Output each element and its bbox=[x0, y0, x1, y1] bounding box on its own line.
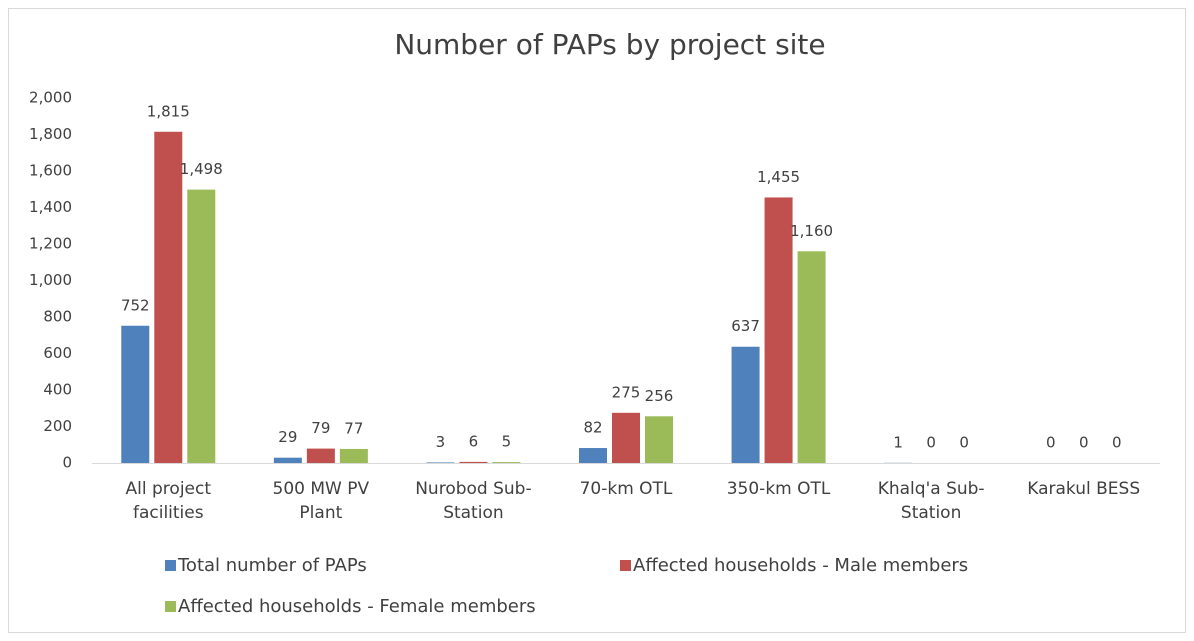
y-tick-label: 0 bbox=[62, 454, 72, 472]
y-tick-label: 800 bbox=[43, 308, 72, 326]
x-tick-label: Karakul BESS bbox=[1027, 479, 1141, 499]
bar bbox=[645, 416, 673, 463]
data-label: 1 bbox=[893, 433, 903, 451]
bar bbox=[187, 189, 216, 464]
data-label: 1,815 bbox=[147, 102, 190, 120]
data-label: 0 bbox=[926, 434, 936, 452]
y-tick-label: 1,600 bbox=[29, 162, 72, 180]
bar bbox=[339, 448, 368, 463]
y-tick-label: 200 bbox=[43, 417, 72, 435]
x-tick-label: Nurobod Sub-Station bbox=[415, 479, 532, 523]
x-tick-label: 350-km OTL bbox=[726, 479, 831, 499]
x-tick-label: 500 MW PV Plant bbox=[272, 479, 370, 523]
bar bbox=[579, 448, 607, 463]
x-tick-label: All project facilities bbox=[125, 479, 212, 523]
x-tick-label-box: All project facilities bbox=[125, 479, 212, 523]
x-tick-label-box: 70-km OTL bbox=[579, 479, 673, 499]
y-tick-label: 400 bbox=[43, 381, 72, 399]
data-label: 79 bbox=[311, 419, 330, 437]
data-label: 275 bbox=[612, 383, 641, 401]
data-label: 637 bbox=[731, 317, 760, 335]
bar bbox=[731, 346, 760, 463]
data-label: 6 bbox=[469, 432, 479, 450]
y-tick-label: 1,400 bbox=[29, 198, 72, 216]
x-tick-label-box: Nurobod Sub-Station bbox=[415, 479, 532, 523]
bar bbox=[459, 461, 488, 463]
x-tick-label-box: 350-km OTL bbox=[726, 479, 831, 499]
data-label: 82 bbox=[583, 419, 602, 437]
bar bbox=[492, 462, 521, 463]
data-label: 0 bbox=[959, 434, 969, 452]
x-tick-label-box: Khalq'a Sub-Station bbox=[877, 479, 985, 523]
data-label: 1,160 bbox=[790, 222, 833, 240]
y-tick-label: 2,000 bbox=[29, 89, 72, 107]
legend-swatch bbox=[165, 601, 176, 612]
data-label: 5 bbox=[502, 433, 512, 451]
bar bbox=[273, 457, 302, 463]
x-tick-label: Khalq'a Sub-Station bbox=[877, 479, 985, 523]
y-tick-label: 600 bbox=[43, 344, 72, 362]
x-tick-label-box: Karakul BESS bbox=[1027, 479, 1141, 499]
data-label: 0 bbox=[1046, 434, 1056, 452]
data-label: 1,455 bbox=[757, 168, 800, 186]
bar bbox=[121, 325, 150, 463]
legend-label: Total number of PAPs bbox=[177, 555, 367, 576]
y-tick-label: 1,000 bbox=[29, 271, 72, 289]
data-label: 0 bbox=[1079, 434, 1089, 452]
data-label: 256 bbox=[645, 387, 674, 405]
bar bbox=[154, 131, 183, 463]
y-tick-label: 1,200 bbox=[29, 235, 72, 253]
legend-label: Affected households - Male members bbox=[633, 555, 968, 576]
legend-label: Affected households - Female members bbox=[178, 596, 536, 617]
x-tick-label: 70-km OTL bbox=[579, 479, 673, 499]
data-label: 1,498 bbox=[180, 160, 223, 178]
y-tick-label: 1,800 bbox=[29, 125, 72, 143]
bar bbox=[764, 197, 793, 463]
bar bbox=[426, 462, 455, 463]
bar bbox=[797, 251, 826, 463]
x-tick-label-box: 500 MW PV Plant bbox=[272, 479, 370, 523]
data-label: 3 bbox=[436, 433, 446, 451]
bar bbox=[306, 448, 335, 463]
data-label: 752 bbox=[121, 296, 150, 314]
data-label: 77 bbox=[344, 419, 363, 437]
bar bbox=[612, 412, 640, 463]
data-label: 0 bbox=[1112, 434, 1122, 452]
chart-title: Number of PAPs by project site bbox=[394, 28, 825, 61]
data-label: 29 bbox=[278, 428, 297, 446]
legend-swatch bbox=[620, 560, 631, 571]
legend-swatch bbox=[165, 560, 176, 571]
